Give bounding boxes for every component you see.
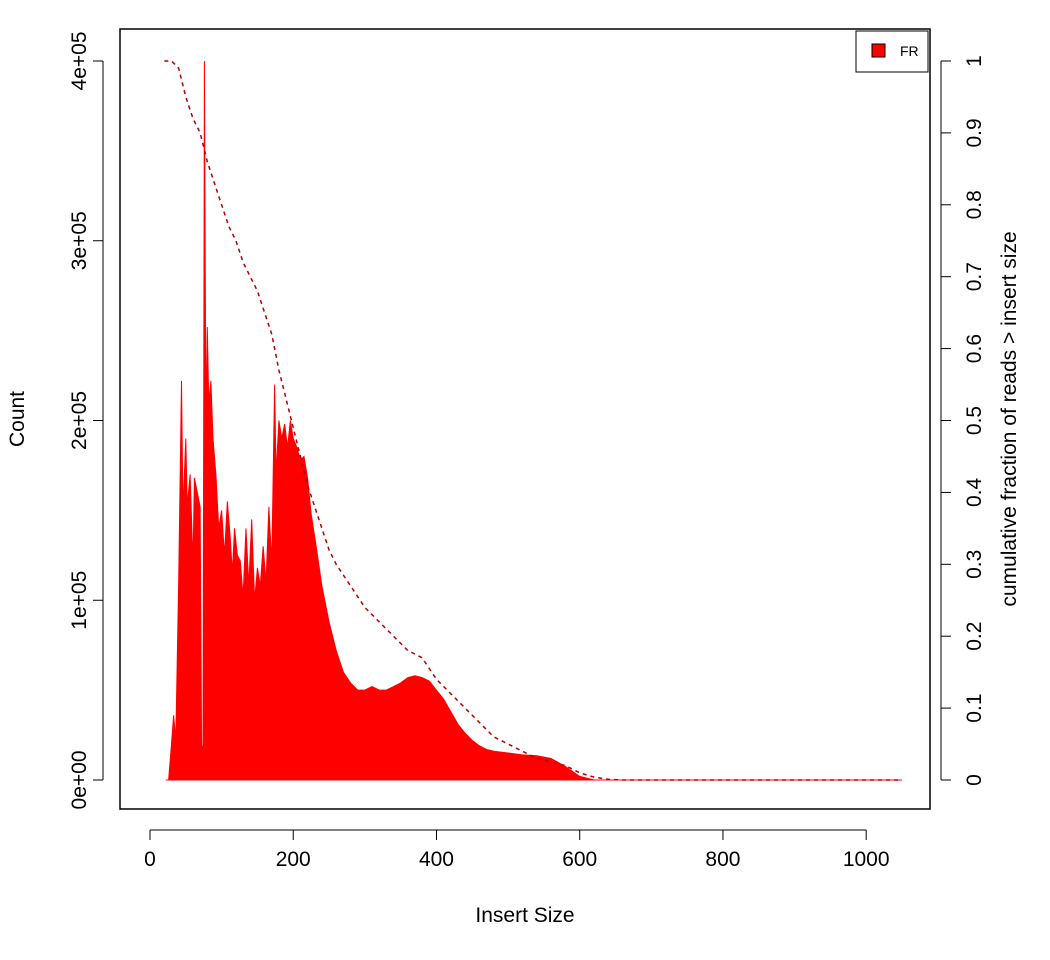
y-tick-label: 2e+05 <box>68 391 91 450</box>
y2-tick-label: 0.4 <box>963 477 986 507</box>
y2-tick-label: 0.2 <box>963 622 986 651</box>
y2-tick-label: 0.8 <box>963 190 986 219</box>
x-tick-label: 600 <box>562 848 597 871</box>
plot-frame <box>119 28 931 810</box>
x-tick-label: 1000 <box>843 848 890 871</box>
cumulative-layer <box>164 60 902 781</box>
legend-swatch <box>871 43 886 58</box>
y-tick-label: 4e+05 <box>68 32 91 91</box>
y2-axis-title: cumulative fraction of reads > insert si… <box>998 231 1021 606</box>
legend: FR <box>855 30 929 73</box>
y-axis: 0e+00 1e+05 2e+05 3e+05 4e+05 <box>68 32 104 810</box>
cumulative-fraction-line <box>164 60 902 781</box>
x-tick-label: 200 <box>276 848 311 871</box>
x-tick-label: 0 <box>144 848 156 871</box>
histogram-area-fr <box>165 60 902 781</box>
y2-tick-label: 0.6 <box>963 334 986 363</box>
histogram-layer <box>165 60 902 781</box>
y2-tick-label: 0.9 <box>963 118 986 147</box>
y2-tick-label: 0 <box>963 774 986 786</box>
y2-axis: 0 0.1 0.2 0.3 0.4 0.5 0.6 0.7 0.8 0.9 1 <box>940 55 986 786</box>
y-tick-label: 0e+00 <box>68 751 91 810</box>
y2-tick-label: 0.3 <box>963 550 986 579</box>
y-tick-label: 1e+05 <box>68 571 91 630</box>
y2-tick-label: 0.1 <box>963 693 986 722</box>
legend-label-fr: FR <box>900 43 919 59</box>
y2-tick-label: 0.7 <box>963 262 986 291</box>
y-tick-label: 3e+05 <box>68 211 91 270</box>
x-tick-label: 400 <box>419 848 454 871</box>
legend-box <box>855 30 929 73</box>
y2-tick-label: 0.5 <box>963 406 986 435</box>
x-axis: 0 200 400 600 800 1000 <box>144 829 890 871</box>
y-axis-title: Count <box>6 391 29 447</box>
x-axis-title: Insert Size <box>475 904 574 927</box>
y2-tick-label: 1 <box>963 55 986 67</box>
x-tick-label: 800 <box>705 848 740 871</box>
